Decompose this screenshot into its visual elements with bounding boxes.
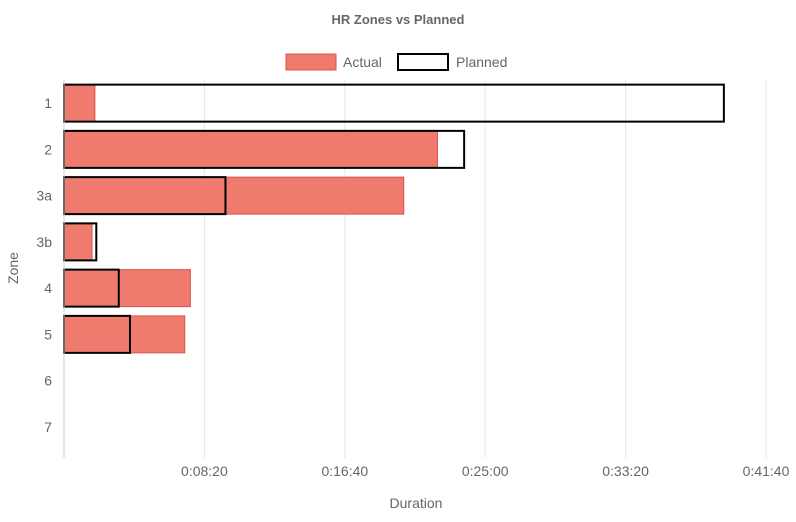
y-tick-label: 5 xyxy=(44,326,52,342)
y-tick-label: 2 xyxy=(44,141,52,157)
legend-item-planned[interactable]: Planned xyxy=(397,53,507,71)
y-tick-label: 3b xyxy=(36,234,52,250)
bars xyxy=(63,83,725,354)
legend-item-actual[interactable]: Actual xyxy=(285,53,382,71)
bar-actual-zone-5[interactable] xyxy=(63,315,186,354)
bar-actual-zone-3b[interactable] xyxy=(63,222,93,261)
bar-actual-zone-1[interactable] xyxy=(63,84,96,123)
bar-actual-zone-4[interactable] xyxy=(63,269,191,308)
x-tick-label: 0:33:20 xyxy=(602,463,649,479)
legend: Actual Planned xyxy=(285,53,507,71)
y-axis-title: Zone xyxy=(5,252,21,284)
y-tick-label: 3a xyxy=(36,188,52,204)
chart-title: HR Zones vs Planned xyxy=(332,12,465,27)
x-tick-label: 0:25:00 xyxy=(462,463,509,479)
bar-actual-zone-3a[interactable] xyxy=(63,176,405,215)
bar-actual-zone-2[interactable] xyxy=(63,130,438,169)
legend-label-planned: Planned xyxy=(456,54,507,70)
y-tick-label: 6 xyxy=(44,373,52,389)
x-tick-label: 0:41:40 xyxy=(743,463,790,479)
y-tick-label: 4 xyxy=(44,280,52,296)
legend-label-actual: Actual xyxy=(343,54,382,70)
x-tick-label: 0:16:40 xyxy=(321,463,368,479)
y-tick-label: 1 xyxy=(44,95,52,111)
legend-swatch-planned xyxy=(397,53,449,71)
x-tick-label: 0:08:20 xyxy=(181,463,228,479)
y-tick-label: 7 xyxy=(44,419,52,435)
x-axis-title: Duration xyxy=(390,495,443,511)
legend-swatch-actual xyxy=(285,53,337,71)
axes: 0:08:20 0:16:40 0:25:00 0:33:20 0:41:40 1 2 3a 3… xyxy=(36,80,790,479)
bar-planned-zone-1[interactable] xyxy=(63,83,725,123)
